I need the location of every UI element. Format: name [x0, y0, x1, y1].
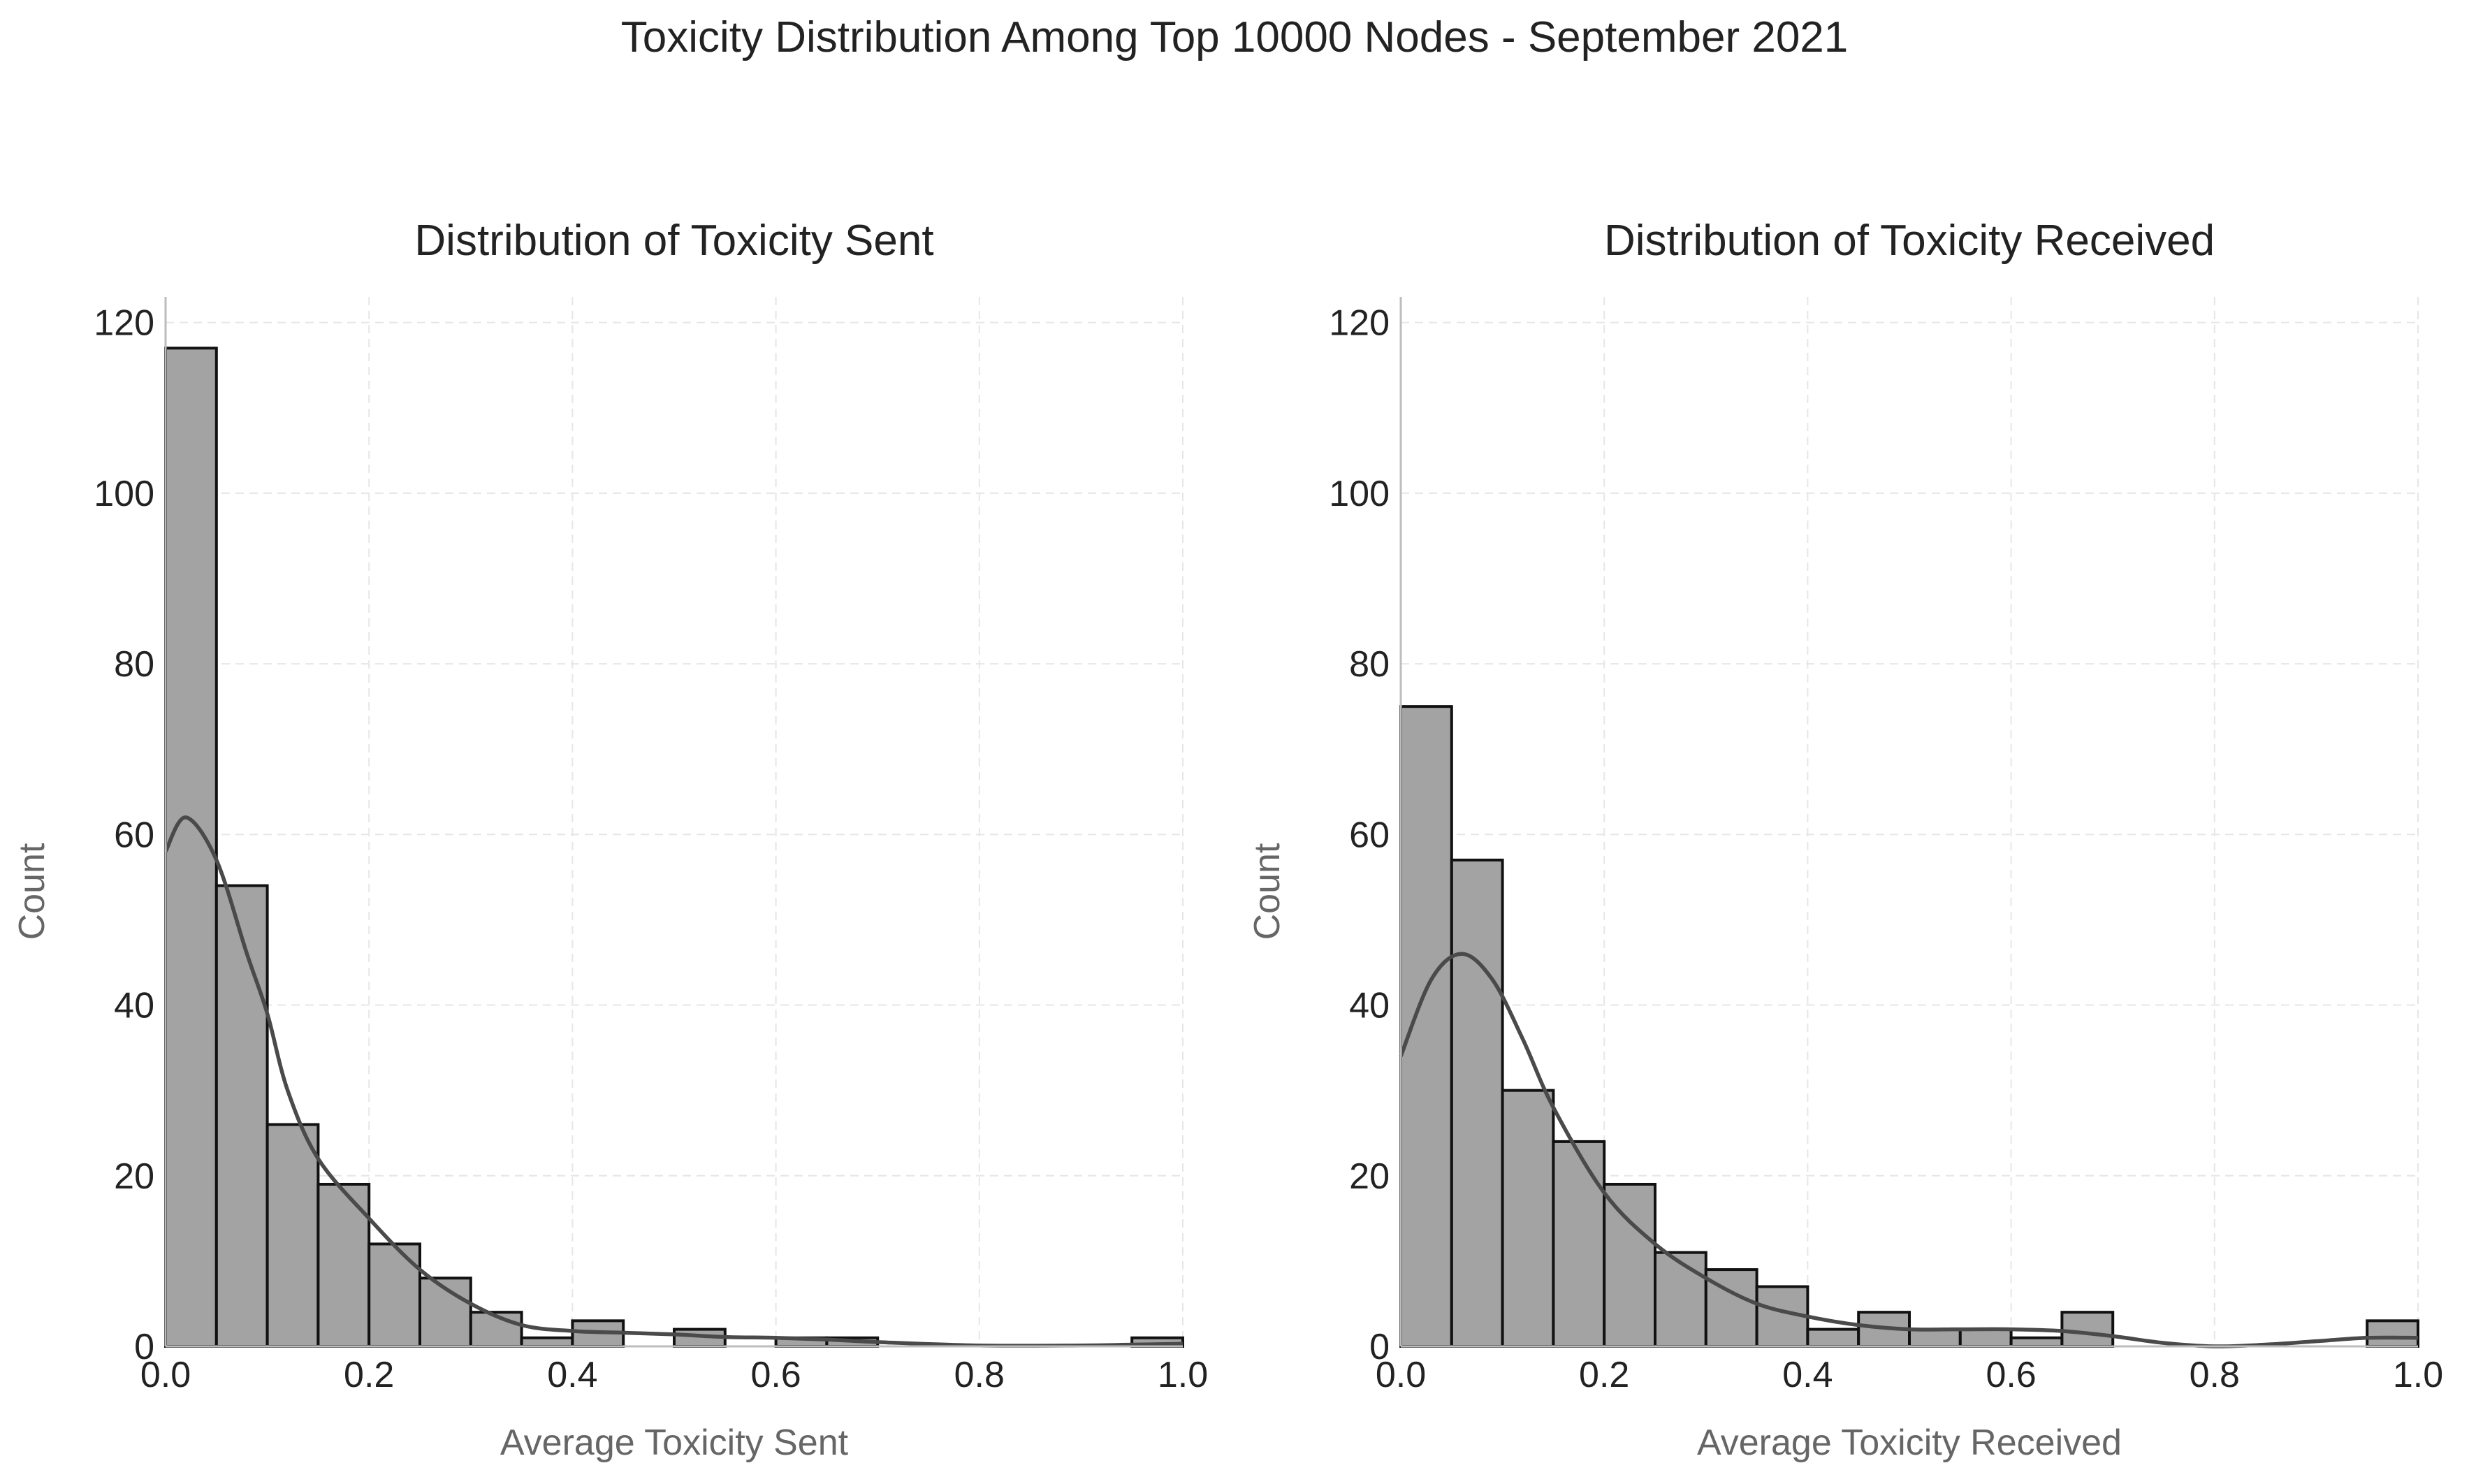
panel-2-bar: [1552, 1140, 1606, 1348]
panel-2-x-axis-label: Average Toxicity Received: [1697, 1423, 2122, 1463]
panel-2-title: Distribution of Toxicity Received: [1604, 217, 2215, 265]
panel-1-y-axis-label: Count: [12, 843, 52, 940]
panel-2-y-tick-label: 60: [1349, 815, 1390, 855]
panel-2-x-tick-label: 0.0: [1376, 1355, 1426, 1395]
panel-2-bar: [1908, 1327, 1962, 1348]
panel-1-x-tick-label: 1.0: [1158, 1355, 1208, 1395]
panel-1-x-tick-label: 0.8: [954, 1355, 1005, 1395]
panel-2-bar: [1603, 1182, 1656, 1348]
panel-2-x-tick-label: 0.6: [1986, 1355, 2036, 1395]
panel-1-y-tick-label: 20: [114, 1156, 154, 1197]
panel-2-x-tick-label: 0.4: [1782, 1355, 1833, 1395]
panel-2-x-tick-label: 1.0: [2393, 1355, 2443, 1395]
panel-2-y-tick-label: 120: [1329, 303, 1390, 344]
panel-1-y-tick-label: 60: [114, 815, 154, 855]
panel-1-y-tick-label: 100: [94, 474, 154, 514]
panel-1-y-tick-label: 40: [114, 986, 154, 1026]
panel-2-y-tick-label: 100: [1329, 474, 1390, 514]
panel-2-bar: [1399, 705, 1453, 1348]
panel-2-bar: [1654, 1251, 1707, 1348]
panel-2-y-tick-label: 20: [1349, 1156, 1390, 1197]
panel-1-y-tick-label: 80: [114, 644, 154, 685]
panel-1-y-tick-label: 0: [134, 1327, 154, 1367]
panel-1-y-tick-label: 120: [94, 303, 154, 344]
panel-2-y-tick-label: 0: [1369, 1327, 1390, 1367]
panel-2-y-axis-label: Count: [1247, 843, 1288, 940]
panel-2-bar: [2366, 1319, 2419, 1348]
panel-1-bar: [214, 884, 269, 1348]
panel-2-x-tick-label: 0.2: [1579, 1355, 1629, 1395]
panel-1-x-tick-label: 0.0: [140, 1355, 191, 1395]
panel-1-bar: [164, 347, 218, 1348]
panel-2-bar: [1501, 1089, 1555, 1348]
panel-1-bar: [520, 1336, 574, 1348]
panel-2-bar: [1958, 1327, 2013, 1348]
panel-1-bar: [265, 1123, 320, 1348]
panel-2-y-tick-label: 80: [1349, 644, 1390, 685]
panel-1-bar: [367, 1242, 422, 1348]
panel-1-x-axis-label: Average Toxicity Sent: [500, 1423, 849, 1463]
panel-1-title: Distribution of Toxicity Sent: [414, 217, 933, 265]
panel-2-y-tick-label: 40: [1349, 986, 1390, 1026]
panel-2-bar: [1450, 858, 1504, 1348]
panel-1-x-tick-label: 0.6: [750, 1355, 801, 1395]
panel-1-x-tick-label: 0.2: [344, 1355, 394, 1395]
panel-1-x-tick-label: 0.4: [547, 1355, 597, 1395]
panel-1-kde-curve: [163, 815, 1183, 1348]
figure-title: Toxicity Distribution Among Top 10000 No…: [620, 13, 1849, 61]
panel-2-x-tick-label: 0.8: [2190, 1355, 2240, 1395]
panel-2-bar: [1806, 1327, 1860, 1348]
panel-2-bar: [2009, 1336, 2064, 1348]
panel-2-bar: [2060, 1311, 2115, 1348]
